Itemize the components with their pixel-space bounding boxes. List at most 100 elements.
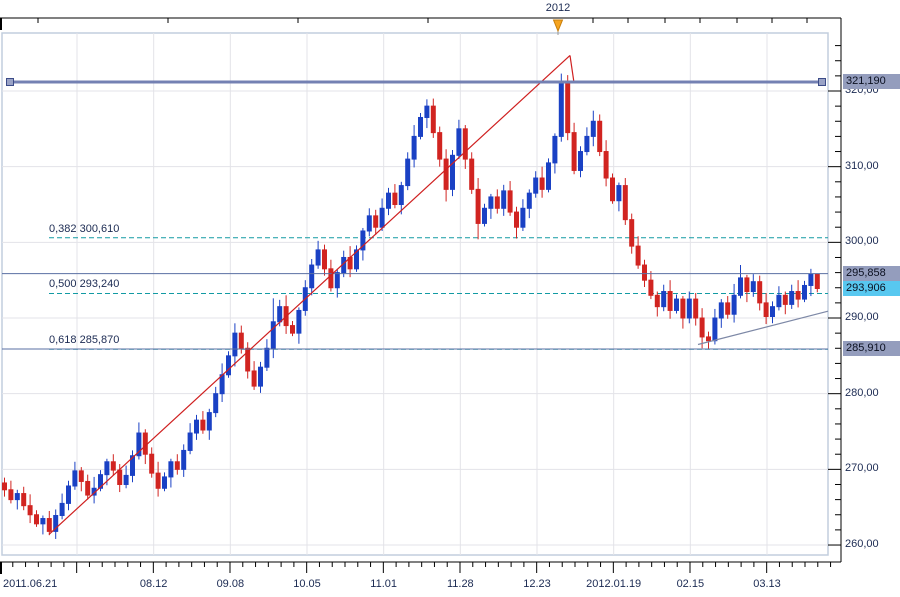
- y-axis-label: 290,00: [845, 311, 879, 323]
- apex-drop-segment[interactable]: [569, 55, 575, 83]
- candle-body: [654, 294, 660, 308]
- y-axis-label: 270,00: [845, 462, 879, 475]
- candle-body: [34, 514, 39, 525]
- candle-body: [270, 321, 276, 349]
- candle-body: [635, 245, 641, 266]
- x-axis-label: 2012.01.19: [586, 578, 642, 590]
- candle-body: [360, 230, 366, 251]
- candle-body: [648, 279, 654, 296]
- candle-body: [750, 281, 756, 293]
- candle-body: [475, 188, 481, 224]
- x-axis-label: 11.01: [370, 578, 398, 590]
- candle-body: [14, 493, 20, 501]
- candle-body: [514, 211, 519, 228]
- candle-body: [46, 518, 52, 532]
- candle-body: [392, 192, 398, 206]
- candle-body: [264, 347, 270, 368]
- candle-body: [277, 306, 283, 323]
- candle-body: [763, 302, 769, 317]
- candle-body: [322, 249, 327, 270]
- candle-body: [622, 185, 628, 221]
- candle-body: [712, 317, 718, 342]
- fib-level-label: 0,500 293,240: [49, 278, 120, 291]
- top-axis-left-tick: [0, 18, 2, 30]
- candle-body: [59, 502, 65, 517]
- candle-body: [226, 355, 231, 376]
- price-badge-selected-line: 321,190: [843, 74, 900, 90]
- candle-body: [706, 336, 711, 342]
- candle-body: [181, 449, 187, 470]
- candle-body: [213, 393, 219, 414]
- candle-body: [552, 135, 558, 164]
- candle-body: [136, 432, 142, 457]
- candle-body: [232, 332, 238, 357]
- y-axis-label: 300,00: [845, 235, 879, 248]
- candle-body: [296, 309, 302, 334]
- x-axis-label: 12.23: [523, 578, 551, 590]
- candle-body: [334, 272, 340, 289]
- candle-body: [40, 518, 46, 525]
- rally-trendline[interactable]: [48, 54, 571, 535]
- y-axis-label: 260,00: [845, 538, 879, 551]
- x-axis-label: 08.12: [139, 578, 168, 590]
- candle-body: [533, 177, 539, 194]
- candle-body: [718, 302, 724, 319]
- line-drag-handle[interactable]: [6, 77, 14, 86]
- candle-body: [539, 177, 545, 190]
- candle-body: [53, 515, 59, 532]
- candle-body: [8, 489, 14, 501]
- fib-level-label: 0,382 300,610: [49, 222, 120, 235]
- candle-body: [603, 151, 609, 179]
- year-marker-label: 2012: [545, 2, 571, 14]
- candle-body: [373, 215, 379, 228]
- candle-body: [194, 419, 199, 434]
- candle-body: [507, 190, 513, 213]
- price-badge-current: 293,906: [843, 280, 900, 296]
- candle-body: [309, 264, 315, 289]
- candle-body: [814, 273, 820, 289]
- candle-body: [219, 374, 225, 395]
- candle-body: [2, 482, 7, 491]
- x-axis-label: 03.13: [753, 578, 781, 590]
- candle-body: [437, 132, 443, 160]
- candle-body: [757, 281, 763, 304]
- support-trendline[interactable]: [697, 310, 829, 346]
- candle-body: [155, 472, 161, 489]
- candle-body: [187, 432, 193, 451]
- candle-body: [405, 158, 411, 187]
- x-axis-label: 10.05: [293, 578, 321, 590]
- candle-body: [642, 264, 647, 281]
- candle-body: [366, 215, 372, 232]
- candle-body: [98, 474, 103, 489]
- plot-area[interactable]: [1, 32, 829, 556]
- candle-body: [731, 294, 737, 315]
- candle-body: [680, 298, 686, 319]
- candle-body: [565, 80, 571, 134]
- candle-body: [693, 298, 699, 319]
- candle-body: [795, 291, 801, 300]
- candle-body: [162, 476, 167, 489]
- candle-body: [674, 298, 679, 311]
- line-drag-handle[interactable]: [818, 77, 826, 86]
- candle-body: [558, 80, 564, 137]
- candle-body: [27, 505, 33, 516]
- candle-body: [789, 291, 795, 305]
- candle-body: [78, 470, 84, 482]
- candle-body: [738, 277, 743, 296]
- y-axis-label: 280,00: [845, 386, 879, 399]
- candle-body: [168, 461, 174, 478]
- candle-body: [379, 207, 385, 228]
- candle-body: [462, 128, 468, 160]
- x-axis-label: 2011.06.21: [3, 578, 58, 590]
- candle-body: [418, 116, 423, 137]
- candle-body: [584, 135, 590, 153]
- candle-body: [110, 461, 116, 471]
- candle-body: [21, 493, 27, 507]
- candle-body: [430, 105, 436, 134]
- candle-body: [200, 419, 206, 431]
- candle-body: [661, 291, 667, 308]
- candle-body: [354, 249, 359, 270]
- x-axis-label: 02.15: [676, 578, 705, 590]
- candle-body: [578, 151, 583, 171]
